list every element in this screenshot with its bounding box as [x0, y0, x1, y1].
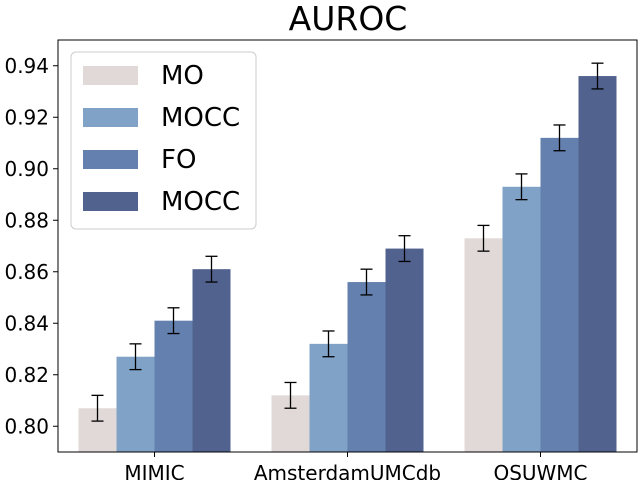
legend-label: MOCC [161, 103, 240, 133]
y-tick-label: 0.92 [4, 105, 49, 129]
bar-mocc-1-osuwmc [502, 186, 541, 452]
error-bar-1-0 [129, 343, 142, 371]
bar-fo-2-amsterdamumcdb [347, 282, 386, 452]
plot-area: 0.80 0.82 0.84 0.86 0.88 0.90 0.92 0.94 MIMIC Ams… [4, 39, 638, 480]
legend-swatch [83, 150, 138, 169]
legend-swatch [83, 66, 138, 85]
y-tick-label: 0.84 [4, 311, 49, 335]
bar-mo-0-osuwmc [464, 238, 503, 452]
legend-swatch [83, 108, 138, 127]
y-tick-label: 0.94 [4, 54, 49, 78]
chart-title: AUROC [289, 0, 408, 38]
legend-label: FO [161, 145, 196, 175]
x-tick-label: MIMIC [124, 461, 184, 480]
legend-label: MOCC [161, 187, 240, 217]
legend-box [70, 51, 257, 230]
error-bar-1-1 [322, 330, 335, 358]
error-bar-0-1 [284, 381, 297, 409]
error-bar-0-0 [91, 394, 104, 422]
error-bar-3-2 [591, 62, 604, 90]
y-tick-label: 0.88 [4, 208, 49, 232]
error-bar-3-1 [398, 235, 411, 263]
error-bar-2-2 [553, 124, 566, 152]
x-tick-label: AmsterdamUMCdb [254, 461, 441, 480]
error-bar-1-2 [515, 173, 528, 201]
bar-mocc-1-mimic [116, 356, 155, 452]
y-tick-label: 0.86 [4, 260, 49, 284]
legend: MO MOCC FO MOCC [70, 51, 257, 230]
legend-swatch [83, 192, 138, 211]
x-tick-label: OSUWMC [493, 461, 587, 480]
y-tick-label: 0.80 [4, 414, 49, 438]
bar-mocc-3-mimic [192, 269, 231, 452]
error-bar-3-0 [205, 255, 218, 283]
bar-mocc-3-osuwmc [578, 76, 617, 453]
y-tick-label: 0.82 [4, 363, 49, 387]
bar-fo-2-osuwmc [540, 137, 579, 452]
legend-label: MO [161, 61, 204, 91]
error-bar-0-2 [477, 224, 490, 252]
bar-mocc-1-amsterdamumcdb [309, 343, 348, 452]
bar-mocc-3-amsterdamumcdb [385, 248, 424, 452]
error-bar-2-0 [167, 307, 180, 335]
error-bar-2-1 [360, 268, 373, 296]
y-tick-label: 0.90 [4, 157, 49, 181]
bar-fo-2-mimic [154, 320, 193, 452]
